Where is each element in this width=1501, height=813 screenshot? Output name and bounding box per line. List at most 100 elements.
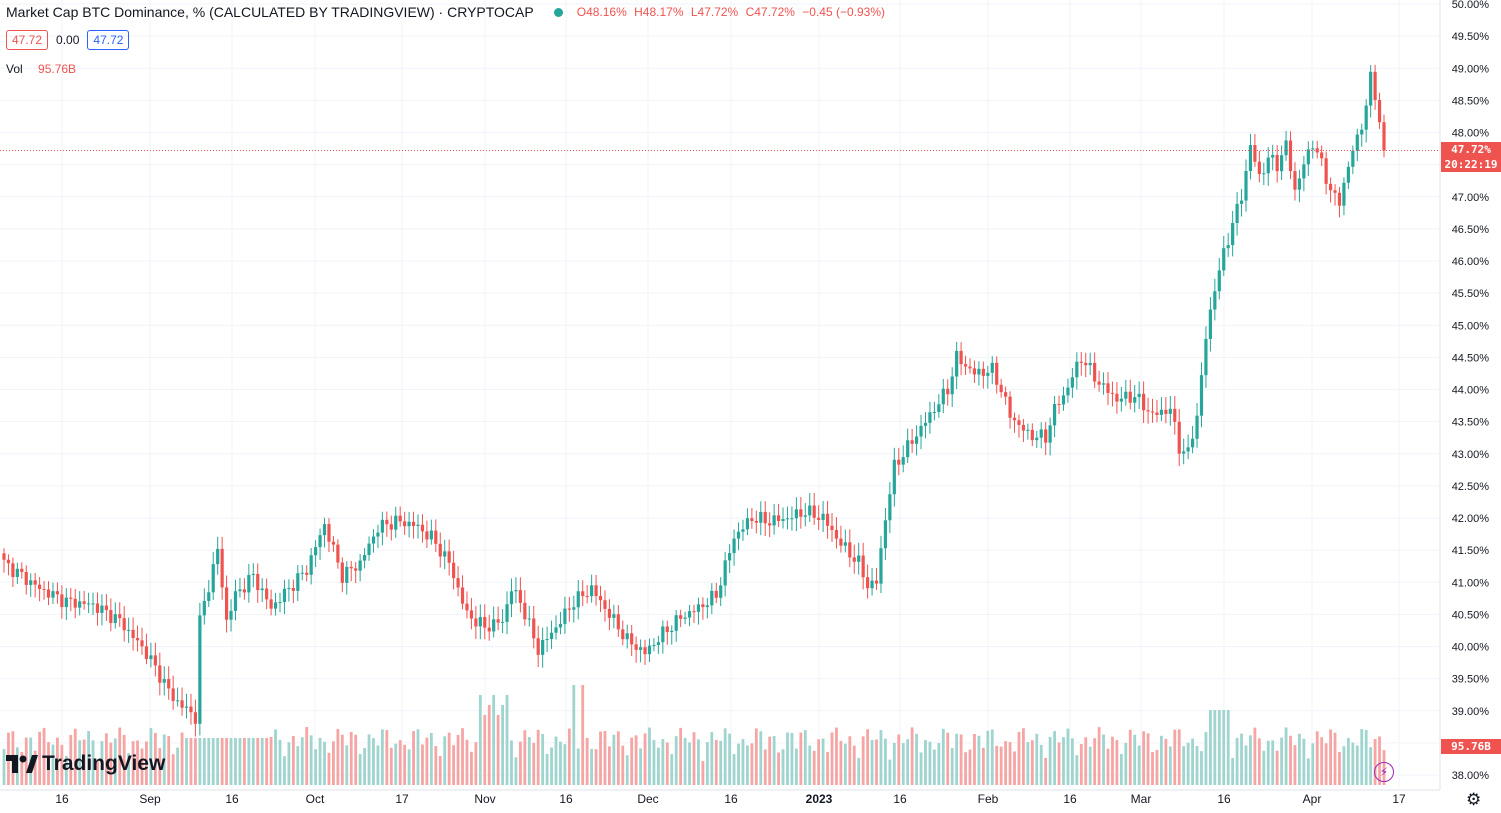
- candle-body: [403, 521, 407, 527]
- candle-body: [1253, 145, 1257, 162]
- candle-body: [176, 700, 180, 702]
- volume-bar: [857, 757, 861, 785]
- candle-body: [300, 572, 304, 574]
- volume-bar: [1213, 710, 1217, 785]
- volume-bar: [1039, 744, 1043, 785]
- volume-bar: [118, 727, 122, 785]
- x-tick-label: 16: [1063, 792, 1077, 806]
- candle-body: [750, 518, 754, 522]
- candle-body: [474, 618, 478, 627]
- candle-body: [621, 629, 625, 640]
- volume-bar: [1008, 742, 1012, 785]
- volume-bar: [1320, 737, 1324, 785]
- volume-bar: [1048, 736, 1052, 785]
- volume-bar: [198, 738, 202, 785]
- volume-bar: [803, 730, 807, 785]
- volume-bar: [567, 728, 571, 785]
- volume-bar: [968, 749, 972, 785]
- volume-bar: [1329, 729, 1332, 785]
- buy-price-box[interactable]: 47.72: [87, 30, 130, 50]
- candle-body: [1110, 392, 1115, 394]
- volume-bar: [1146, 733, 1150, 785]
- x-tick-label: 2023: [806, 792, 833, 806]
- x-tick-label: Oct: [306, 792, 325, 806]
- y-tick-label: 43.50%: [1452, 417, 1490, 429]
- candle-body: [443, 551, 447, 557]
- candle-body: [995, 362, 999, 385]
- volume-bar: [790, 733, 794, 785]
- candle-body: [1266, 157, 1270, 174]
- volume-bar: [1293, 745, 1297, 785]
- candle-body: [532, 618, 536, 639]
- volume-bar: [1302, 738, 1306, 785]
- chart-legend: Market Cap BTC Dominance, % (CALCULATED …: [6, 4, 889, 20]
- candle-body: [15, 568, 19, 577]
- volume-bar: [728, 733, 732, 785]
- candle-body: [86, 603, 91, 605]
- volume-bar: [1088, 746, 1092, 785]
- volume-bar: [576, 748, 580, 785]
- candle-body: [265, 588, 269, 600]
- candle-body: [336, 544, 340, 563]
- y-tick-label: 45.50%: [1452, 288, 1490, 300]
- volume-bar: [1182, 746, 1186, 785]
- candle-body: [1226, 245, 1230, 249]
- volume-bar: [1137, 745, 1141, 785]
- candle-body: [11, 563, 15, 577]
- x-tick-label: Dec: [637, 792, 658, 806]
- tradingview-logo[interactable]: TradingView: [6, 752, 165, 776]
- volume-bar: [630, 737, 634, 785]
- volume-bar: [136, 740, 139, 785]
- volume-bar: [719, 740, 723, 785]
- candle-body: [1275, 154, 1279, 172]
- candle-body: [625, 633, 629, 640]
- volume-bar: [1333, 732, 1337, 785]
- sell-price-box[interactable]: 47.72: [6, 30, 49, 50]
- candle-body: [857, 555, 861, 562]
- volume-bar: [941, 728, 945, 785]
- volume-bar: [1093, 738, 1097, 785]
- volume-bar: [901, 743, 905, 785]
- volume-series: [2, 685, 1386, 785]
- volume-bar: [794, 748, 798, 785]
- lightning-icon[interactable]: ⚡: [1374, 762, 1394, 782]
- gear-icon[interactable]: ⚙: [1466, 790, 1482, 809]
- candle-body: [233, 591, 238, 611]
- volume-bar: [536, 729, 540, 785]
- volume-bar: [1111, 736, 1114, 785]
- volume-bar: [340, 734, 344, 785]
- candle-body: [29, 580, 33, 585]
- spread-value: 0.00: [56, 33, 80, 47]
- candle-body: [647, 645, 652, 655]
- volume-bar: [478, 695, 482, 785]
- candle-body: [808, 505, 812, 516]
- symbol-title[interactable]: Market Cap BTC Dominance, % (CALCULATED …: [6, 4, 534, 20]
- volume-legend: Vol 95.76B: [6, 62, 76, 76]
- volume-bar: [995, 745, 999, 785]
- candle-body: [754, 521, 758, 523]
- candle-body: [1369, 71, 1373, 106]
- volume-bar: [1257, 738, 1261, 785]
- candle-body: [598, 596, 603, 601]
- candle-body: [420, 524, 425, 532]
- x-tick-label: Apr: [1303, 792, 1322, 806]
- volume-bar: [1249, 735, 1252, 785]
- volume-bar: [897, 734, 901, 785]
- candle-body: [679, 615, 683, 619]
- candle-body: [158, 665, 162, 683]
- candle-body: [914, 436, 919, 444]
- candle-body: [1035, 437, 1039, 441]
- volume-bar: [723, 728, 727, 785]
- volume-bar: [24, 737, 28, 785]
- candle-body: [661, 626, 665, 643]
- candle-body: [776, 515, 781, 521]
- volume-bar: [470, 751, 473, 785]
- candle-body: [447, 551, 451, 563]
- volume-bar: [60, 744, 64, 785]
- candle-body: [122, 618, 126, 631]
- candle-body: [322, 524, 327, 536]
- candle-body: [371, 536, 376, 544]
- candle-body: [1142, 393, 1146, 411]
- y-tick-label: 48.00%: [1452, 128, 1490, 140]
